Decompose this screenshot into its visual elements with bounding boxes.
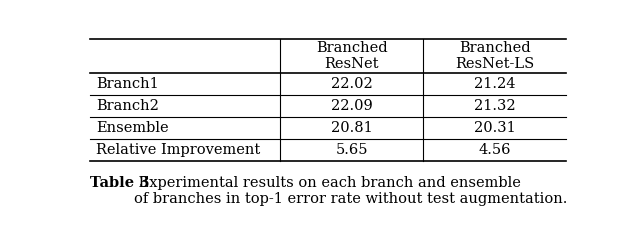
Text: 22.09: 22.09	[331, 99, 372, 113]
Text: Branched
ResNet-LS: Branched ResNet-LS	[455, 41, 534, 71]
Text: 21.32: 21.32	[474, 99, 515, 113]
Text: Table 3: Table 3	[90, 176, 149, 190]
Text: Branched
ResNet: Branched ResNet	[316, 41, 388, 71]
Text: 5.65: 5.65	[335, 143, 368, 157]
Text: 21.24: 21.24	[474, 77, 515, 92]
Text: Relative Improvement: Relative Improvement	[96, 143, 260, 157]
Text: 22.02: 22.02	[331, 77, 372, 92]
Text: 4.56: 4.56	[479, 143, 511, 157]
Text: Ensemble: Ensemble	[96, 121, 168, 135]
Text: Branch1: Branch1	[96, 77, 159, 92]
Text: 20.81: 20.81	[331, 121, 372, 135]
Text: Branch2: Branch2	[96, 99, 159, 113]
Text: Experimental results on each branch and ensemble
of branches in top-1 error rate: Experimental results on each branch and …	[134, 176, 567, 206]
Text: 20.31: 20.31	[474, 121, 516, 135]
